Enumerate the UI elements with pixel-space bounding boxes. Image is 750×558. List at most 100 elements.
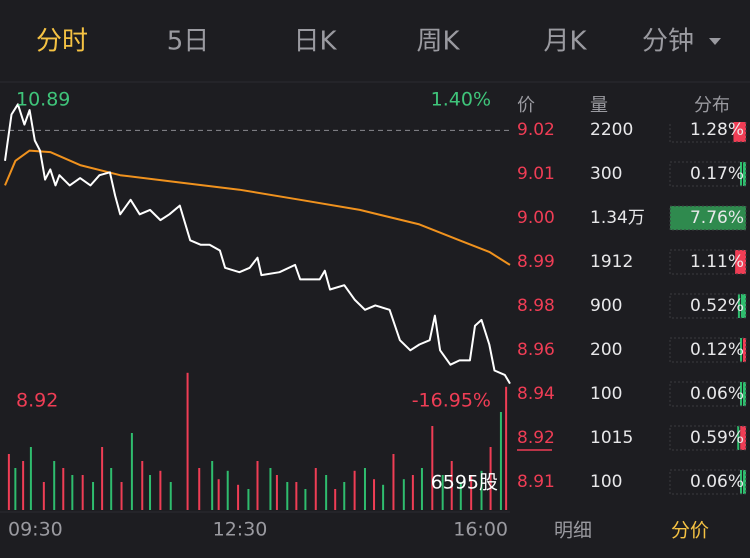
footer-tab[interactable]: 明细 — [554, 520, 592, 542]
volume-bar — [334, 489, 337, 510]
volume-bar — [373, 479, 376, 510]
volume-bar — [101, 447, 104, 510]
share-bar — [740, 426, 746, 450]
volume-bar — [420, 468, 423, 510]
volume-bar — [226, 470, 229, 510]
share-bar-tail — [737, 426, 740, 450]
share-bar — [743, 338, 746, 362]
book-price: 8.92 — [517, 428, 555, 448]
volume-bar — [363, 468, 366, 510]
time-label: 09:30 — [8, 519, 63, 541]
volume-bar — [470, 475, 473, 510]
tab[interactable]: 周K — [416, 27, 460, 57]
volume-bar — [459, 482, 462, 510]
share-bar — [743, 382, 746, 406]
volume-bar — [450, 461, 453, 510]
volume-bar — [141, 461, 144, 510]
volume-bar — [217, 479, 220, 510]
book-price: 9.02 — [517, 120, 555, 140]
volume-bar — [169, 482, 172, 510]
book-volume: 300 — [590, 164, 622, 184]
volume-bar — [211, 461, 214, 510]
share-box — [669, 381, 747, 407]
volume-bar — [499, 412, 502, 510]
volume-bar — [198, 468, 201, 510]
tab[interactable]: 5日 — [167, 27, 210, 57]
book-volume: 1.34万 — [590, 208, 645, 228]
volume-bar — [120, 482, 123, 510]
volume-bar — [237, 484, 240, 510]
book-price: 9.01 — [517, 164, 555, 184]
volume-bar — [81, 475, 84, 510]
tab[interactable]: 分钟 — [642, 27, 694, 57]
volume-bar — [269, 468, 272, 510]
book-volume: 100 — [590, 472, 622, 492]
share-box — [669, 425, 747, 451]
time-label: 16:00 — [453, 519, 508, 541]
share-box — [669, 293, 747, 319]
share-box — [669, 469, 747, 495]
volume-bar — [130, 433, 133, 510]
volume-bar — [304, 489, 307, 510]
volume-bar — [7, 454, 10, 510]
volume-bar — [14, 468, 17, 510]
volume-bar — [110, 468, 113, 510]
volume-bar — [186, 372, 189, 510]
book-header: 量 — [590, 95, 608, 116]
volume-bar — [159, 470, 162, 510]
book-share: 1.11% — [690, 252, 744, 272]
footer-tab[interactable]: 分价 — [671, 520, 709, 542]
book-volume: 200 — [590, 340, 622, 360]
volume-bar — [505, 386, 508, 510]
share-bar — [735, 250, 746, 274]
book-share: 0.59% — [690, 428, 744, 448]
volume-bar — [411, 475, 414, 510]
share-bar-tail — [740, 382, 742, 406]
share-bar — [733, 122, 746, 142]
book-share: 0.06% — [690, 384, 744, 404]
tab[interactable]: 日K — [293, 27, 337, 57]
share-box — [669, 205, 747, 231]
volume-bar — [382, 484, 385, 510]
book-rows: 9.02 2200 1.28% 9.01 300 0.17% 9.00 1.34万 7.76% 8… — [517, 120, 747, 495]
book-share: 1.28% — [690, 120, 744, 140]
tab[interactable]: 分时 — [36, 27, 88, 57]
book-volume: 100 — [590, 384, 622, 404]
volume-bar — [149, 475, 152, 510]
book-price: 8.96 — [517, 340, 555, 360]
book-price: 8.99 — [517, 252, 555, 272]
book-share: 7.76% — [690, 208, 744, 228]
volume-bar — [62, 468, 65, 510]
share-bar-tail — [740, 162, 742, 186]
volume-bar — [256, 461, 259, 510]
volume-bar — [42, 482, 45, 510]
book-price: 8.98 — [517, 296, 555, 316]
volume-bar — [402, 479, 405, 510]
tab[interactable]: 月K — [543, 27, 587, 57]
price-line — [4, 103, 511, 385]
share-box — [669, 122, 747, 143]
share-bar — [743, 470, 746, 494]
book-share: 0.17% — [690, 164, 744, 184]
volume-bar — [29, 447, 32, 510]
volume-bar — [325, 475, 328, 510]
volume-bar — [392, 454, 395, 510]
book-share: 0.06% — [690, 472, 744, 492]
volume-bar — [22, 461, 25, 510]
book-price: 8.91 — [517, 472, 555, 492]
volume-bar — [247, 489, 250, 510]
volume-bar — [53, 461, 56, 510]
book-share: 0.12% — [690, 340, 744, 360]
high-pct: 1.40% — [431, 89, 491, 111]
average-line — [4, 149, 511, 266]
volume-label: 6595股 — [431, 472, 498, 494]
volume-bar — [343, 482, 346, 510]
book-price: 8.94 — [517, 384, 555, 404]
share-box — [669, 249, 747, 275]
book-volume: 1015 — [590, 428, 633, 448]
share-box — [669, 337, 747, 363]
high-label: 10.89 — [16, 89, 70, 111]
book-volume: 900 — [590, 296, 622, 316]
